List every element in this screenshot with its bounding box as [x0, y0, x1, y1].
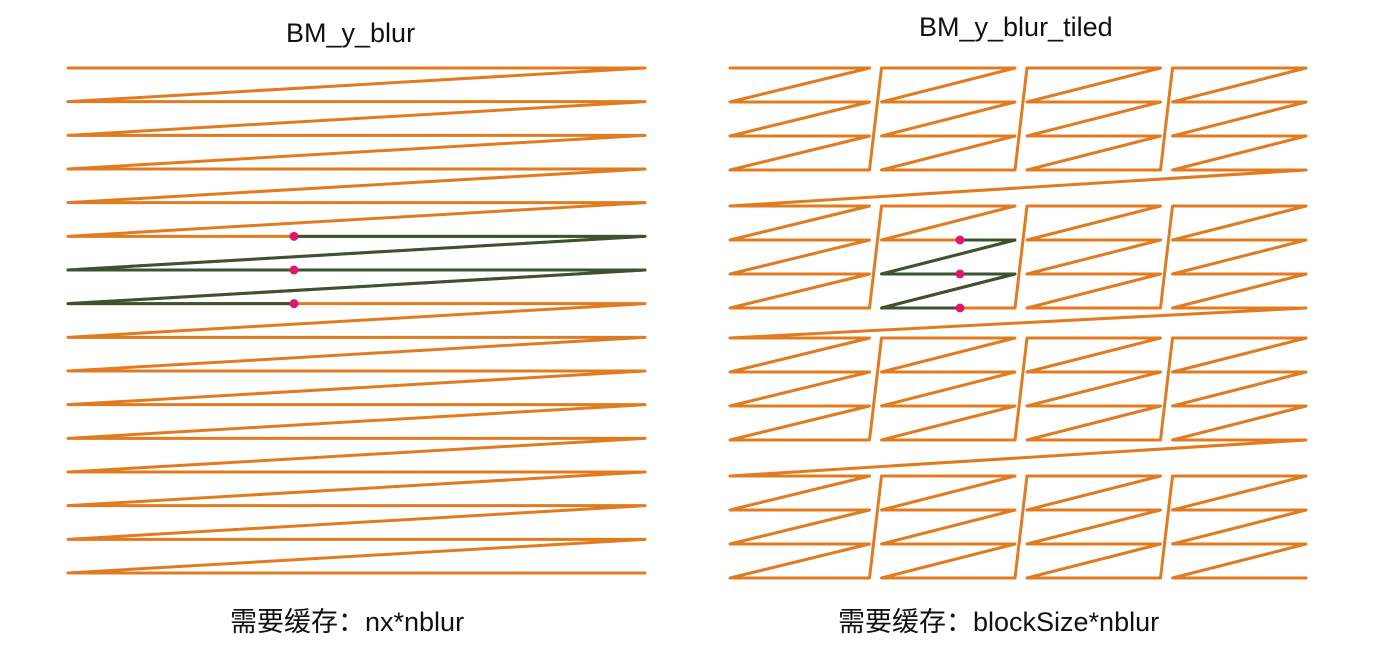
left-panel-scan — [66, 66, 647, 575]
right-panel-title: BM_y_blur_tiled — [919, 12, 1113, 42]
left-panel-title: BM_y_blur — [286, 18, 416, 48]
buffer-marker — [289, 299, 299, 309]
right-panel-scan — [728, 66, 1308, 580]
buffer-marker — [289, 231, 299, 241]
left-panel-caption: 需要缓存：nx*nblur — [230, 607, 465, 637]
tiled-scan-path — [728, 66, 1308, 580]
right-panel-caption: 需要缓存：blockSize*nblur — [838, 607, 1160, 637]
buffer-marker — [955, 269, 965, 279]
buffer-marker — [955, 303, 965, 313]
highlighted-tile-path — [880, 238, 1017, 310]
buffer-marker — [955, 235, 965, 245]
buffer-marker — [289, 265, 299, 275]
row-scan-path — [66, 66, 647, 575]
highlighted-scan-path — [66, 234, 647, 306]
